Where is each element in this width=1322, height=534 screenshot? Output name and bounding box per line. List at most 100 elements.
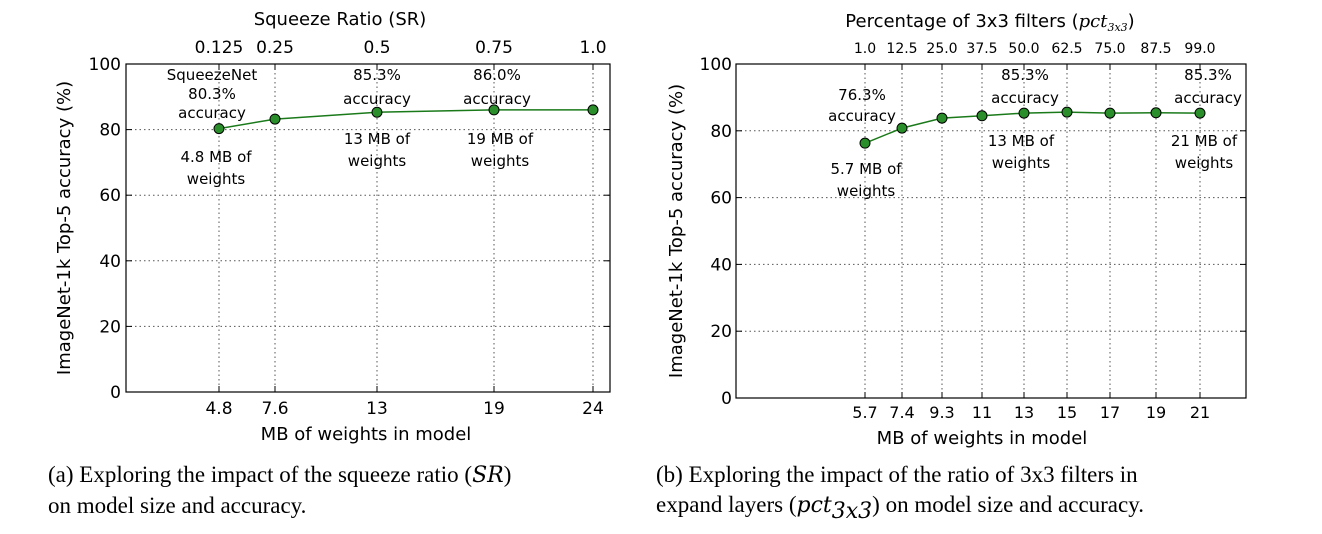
panel-a-data-point [488, 104, 500, 116]
caption-text: on model size and accuracy. [48, 493, 307, 518]
panel-b-annotation: 76.3% accuracy [828, 86, 896, 125]
panel-b-top-tick-label: 75.0 [1094, 41, 1125, 57]
panel-b-top-tick-label: 50.0 [1008, 41, 1039, 57]
top-axis-label-close: ) [1128, 11, 1135, 32]
panel-a-top-tick-label: 0.5 [363, 38, 390, 58]
panel-a-x-tick-label: 7.6 [261, 399, 288, 419]
panel-b-top-tick-label: 37.5 [966, 41, 997, 57]
panel-a-y-axis-label: ImageNet-1k Top-5 accuracy (%) [54, 81, 75, 375]
caption-text: ) on model size and accuracy. [872, 492, 1144, 517]
panel-a-chart: 4.8 7.6 13 19 24 0.125 0.25 0.5 0.75 1.0… [54, 9, 611, 445]
caption-tag: (a) [48, 462, 74, 487]
panel-b-annotation: 21 MB of weights [1171, 132, 1238, 172]
annotation-line: 13 MB of [344, 130, 411, 148]
panel-b-top-tick-label: 99.0 [1184, 41, 1215, 57]
annotation-line: SqueezeNet [167, 66, 258, 84]
panel-b-x-tick-label: 5.7 [852, 403, 877, 422]
panel-b-x-tick-label: 21 [1190, 403, 1210, 422]
panel-a-top-tick-label: 0.125 [195, 38, 244, 58]
top-axis-label-math: pct [1079, 11, 1109, 32]
panel-a-y-tick-label: 100 [89, 55, 121, 75]
annotation-line: 85.3% [1184, 66, 1232, 84]
panel-b-y-axis-label: ImageNet-1k Top-5 accuracy (%) [666, 84, 687, 378]
annotation-line: accuracy [828, 107, 896, 125]
annotation-line: 86.0% [473, 66, 521, 84]
panel-a-data-point [371, 106, 383, 118]
panel-a-y-tick-label: 20 [99, 317, 121, 337]
annotation-line: weights [187, 170, 246, 188]
caption-text: ) [503, 462, 512, 487]
annotation-line: 13 MB of [988, 132, 1055, 150]
panel-a-caption: (a) Exploring the impact of the squeeze … [48, 460, 668, 521]
annotation-line: accuracy [1174, 89, 1242, 107]
panel-b-annotation: 85.3% accuracy [991, 66, 1059, 107]
panel-b-ticks [736, 63, 1246, 399]
panel-b-x-tick-label: 13 [1014, 403, 1034, 422]
annotation-line: weights [348, 152, 407, 170]
annotation-line: 4.8 MB of [180, 148, 252, 166]
panel-b-x-tick-label: 9.3 [929, 403, 954, 422]
annotation-line: weights [992, 154, 1051, 172]
panel-b-top-tick-label: 62.5 [1051, 41, 1082, 57]
top-axis-label-text: Percentage of 3x3 filters ( [845, 11, 1078, 32]
annotation-line: accuracy [463, 90, 531, 108]
panel-b-data-point [1104, 107, 1116, 119]
panel-b-annotation: 85.3% accuracy [1174, 66, 1242, 107]
panel-a-data-point [269, 113, 281, 125]
panel-a-x-tick-label: 19 [483, 399, 505, 419]
caption-text: Exploring the impact of the ratio of 3x3… [688, 462, 1138, 487]
annotation-line: 80.3% [188, 85, 236, 103]
annotation-line: weights [471, 152, 530, 170]
panel-b-data-point [1018, 107, 1030, 119]
panel-b-caption: (b) Exploring the impact of the ratio of… [656, 460, 1296, 530]
panel-a-annotation: SqueezeNet 80.3% accuracy [167, 66, 258, 122]
panel-a-y-tick-label: 60 [99, 186, 121, 206]
panel-b-annotation: 13 MB of weights [988, 132, 1055, 172]
panel-a-x-tick-label: 13 [366, 399, 388, 419]
annotation-line: 85.3% [353, 66, 401, 84]
caption-math: pct [796, 493, 832, 518]
annotation-line: 21 MB of [1171, 132, 1238, 150]
panel-b-data-point [1061, 106, 1073, 118]
caption-text: Exploring the impact of the squeeze rati… [79, 462, 473, 487]
panel-b-x-tick-label: 7.4 [889, 403, 914, 422]
panel-a-top-tick-label: 1.0 [579, 38, 606, 58]
panel-b-x-axis-label: MB of weights in model [877, 428, 1088, 449]
panel-b-y-tick-label: 100 [700, 55, 732, 75]
panel-a-y-tick-label: 0 [110, 383, 121, 403]
caption-math-subscript: 3x3 [831, 498, 873, 524]
panel-b-annotation: 5.7 MB of weights [830, 160, 902, 200]
panel-a-x-axis-label: MB of weights in model [261, 424, 472, 445]
panel-b-plot-frame [735, 63, 1247, 399]
annotation-line: 76.3% [838, 86, 886, 104]
panel-b-data-point [1150, 107, 1162, 119]
panel-b-chart: 5.7 7.4 9.3 11 13 15 17 19 21 1.0 12.5 2… [666, 11, 1247, 449]
panel-b-data-point [936, 112, 948, 124]
caption-math: SR [472, 463, 504, 488]
caption-tag: (b) [656, 462, 683, 487]
panel-a-data-point [587, 104, 599, 116]
panel-a-annotation: 85.3% accuracy [343, 66, 411, 108]
panel-a-x-tick-label: 4.8 [205, 399, 232, 419]
panel-a-top-axis-label: Squeeze Ratio (SR) [254, 9, 427, 30]
panel-b-data-point [859, 137, 871, 149]
panel-a-data-point [213, 123, 225, 135]
panel-a-top-tick-label: 0.25 [256, 38, 294, 58]
panel-a-annotation: 19 MB of weights [467, 130, 534, 170]
annotation-line: weights [1175, 154, 1234, 172]
annotation-line: 5.7 MB of [830, 160, 902, 178]
panel-b-x-tick-label: 15 [1057, 403, 1077, 422]
panel-b-top-tick-label: 25.0 [926, 41, 957, 57]
figure: 4.8 7.6 13 19 24 0.125 0.25 0.5 0.75 1.0… [54, 9, 1247, 449]
panel-a-top-tick-label: 0.75 [475, 38, 513, 58]
panel-a-annotation: 4.8 MB of weights [180, 148, 252, 188]
annotation-line: weights [837, 182, 896, 200]
panel-b-top-tick-label: 87.5 [1140, 41, 1171, 57]
panel-b-x-tick-label: 11 [972, 403, 992, 422]
panel-b-y-tick-label: 0 [721, 389, 732, 409]
panel-a-y-tick-label: 40 [99, 252, 121, 272]
panel-b-y-tick-label: 60 [710, 189, 732, 209]
panel-b-top-tick-label: 12.5 [886, 41, 917, 57]
panel-a-plot-frame [125, 63, 611, 393]
panel-b-top-axis-label: Percentage of 3x3 filters (pct3x3) [845, 11, 1134, 34]
